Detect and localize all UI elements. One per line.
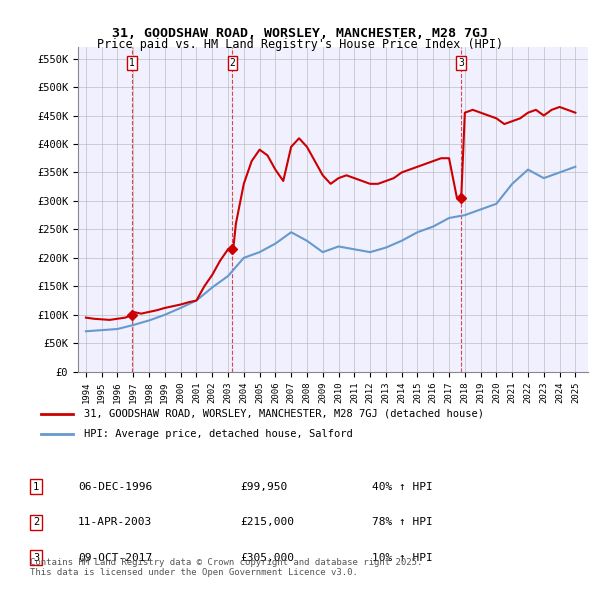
Text: 31, GOODSHAW ROAD, WORSLEY, MANCHESTER, M28 7GJ: 31, GOODSHAW ROAD, WORSLEY, MANCHESTER, … xyxy=(112,27,488,40)
Text: 3: 3 xyxy=(458,58,464,68)
Text: 1: 1 xyxy=(129,58,135,68)
Text: 40% ↑ HPI: 40% ↑ HPI xyxy=(372,482,433,491)
Text: 2: 2 xyxy=(229,58,235,68)
Text: HPI: Average price, detached house, Salford: HPI: Average price, detached house, Salf… xyxy=(84,430,353,440)
Text: 06-DEC-1996: 06-DEC-1996 xyxy=(78,482,152,491)
Text: 2: 2 xyxy=(33,517,39,527)
Text: Contains HM Land Registry data © Crown copyright and database right 2025.
This d: Contains HM Land Registry data © Crown c… xyxy=(30,558,422,577)
Text: 09-OCT-2017: 09-OCT-2017 xyxy=(78,553,152,562)
Text: 31, GOODSHAW ROAD, WORSLEY, MANCHESTER, M28 7GJ (detached house): 31, GOODSHAW ROAD, WORSLEY, MANCHESTER, … xyxy=(84,409,484,418)
Text: 10% ↑ HPI: 10% ↑ HPI xyxy=(372,553,433,562)
Text: 1: 1 xyxy=(33,482,39,491)
Text: 78% ↑ HPI: 78% ↑ HPI xyxy=(372,517,433,527)
Text: £305,000: £305,000 xyxy=(240,553,294,562)
Text: 3: 3 xyxy=(33,553,39,562)
Text: 11-APR-2003: 11-APR-2003 xyxy=(78,517,152,527)
Text: £215,000: £215,000 xyxy=(240,517,294,527)
Text: £99,950: £99,950 xyxy=(240,482,287,491)
Text: Price paid vs. HM Land Registry's House Price Index (HPI): Price paid vs. HM Land Registry's House … xyxy=(97,38,503,51)
